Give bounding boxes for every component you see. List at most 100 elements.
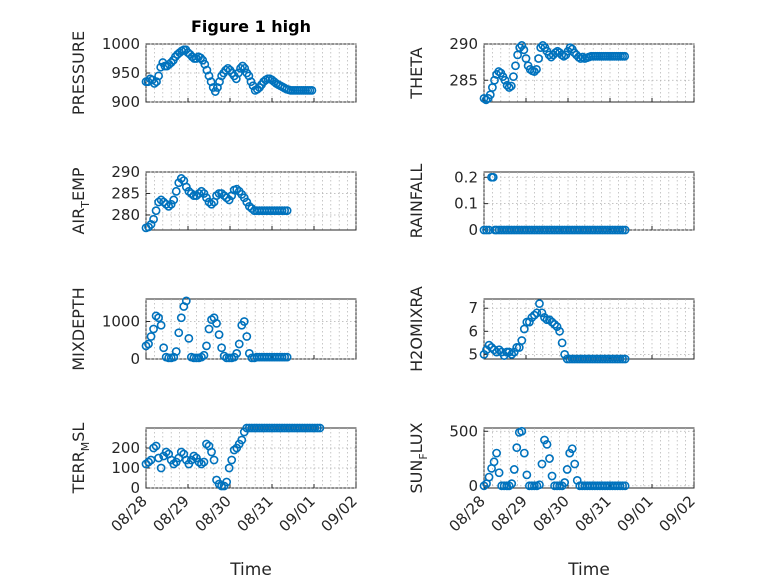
data-point: [534, 54, 543, 63]
data-point: [565, 448, 575, 458]
x-tick-label: 08/29: [488, 492, 531, 535]
data-point: [282, 206, 292, 216]
data-point: [154, 453, 163, 463]
data-point: [196, 53, 205, 63]
y-tick-label: 500: [449, 422, 478, 440]
y-tick-label: 285: [449, 71, 478, 89]
x-tick-label: 09/02: [656, 492, 699, 535]
data-point: [199, 189, 209, 198]
data-point: [489, 457, 499, 467]
data-point: [530, 310, 539, 320]
data-point: [239, 193, 249, 203]
data-point: [242, 332, 252, 341]
data-point: [479, 349, 489, 359]
y-tick-label: 285: [111, 184, 140, 202]
data-point: [500, 75, 510, 85]
x-tick-label: 09/02: [318, 492, 361, 535]
x-tick-label: 09/01: [614, 492, 657, 535]
data-point: [169, 195, 179, 205]
data-point: [519, 448, 529, 458]
data-point: [620, 481, 630, 491]
x-axis-label: Time: [567, 560, 610, 580]
y-tick-label: 290: [111, 163, 140, 181]
data-point: [146, 332, 156, 341]
data-point: [540, 313, 549, 322]
data-point: [489, 345, 499, 355]
data-point: [154, 71, 163, 81]
x-tick-label: 08/29: [150, 492, 193, 535]
x-tick-label: 08/30: [192, 492, 235, 535]
panel-rainfall: 0.2 0.1 0 RAINFALL: [407, 164, 695, 239]
data-point: [237, 435, 247, 445]
data-point: [212, 318, 221, 328]
data-point: [239, 317, 249, 326]
data-point: [151, 206, 161, 216]
data-point: [149, 79, 159, 88]
y-tick-label: 0.2: [454, 168, 478, 186]
y-tick-label: 1000: [102, 35, 140, 53]
data-point: [507, 349, 517, 359]
data-point: [199, 350, 209, 360]
data-point: [479, 481, 489, 491]
data-point: [197, 186, 206, 196]
panel-mixdepth: 1000 0 MIXDEPTH: [69, 287, 357, 371]
y-axis-label: TERRMSL: [69, 423, 92, 495]
y-tick-label: 100: [111, 459, 140, 477]
data-point: [282, 352, 292, 362]
data-point: [507, 479, 517, 489]
data-point: [524, 317, 534, 327]
data-point: [492, 448, 501, 458]
data-point: [181, 296, 191, 306]
data-point: [144, 222, 153, 232]
data-point: [156, 195, 166, 205]
data-point: [537, 459, 547, 469]
x-tick-label: 08/31: [572, 492, 615, 535]
data-point: [232, 348, 242, 358]
data-point: [222, 477, 232, 487]
data-point: [154, 197, 163, 207]
data-point: [542, 439, 552, 449]
data-point: [494, 468, 504, 478]
data-point: [232, 184, 242, 194]
data-point: [149, 324, 158, 334]
y-tick-label: 0.1: [454, 195, 478, 213]
y-tick-label: 950: [111, 64, 140, 82]
data-point: [519, 45, 529, 55]
data-point: [509, 347, 519, 357]
data-point: [315, 423, 325, 433]
data-point: [202, 341, 211, 351]
data-point: [532, 64, 541, 74]
y-tick-label: 7: [468, 299, 478, 317]
data-point: [222, 193, 232, 203]
chart-title: Figure 1 high: [191, 17, 311, 36]
y-tick-label: 280: [111, 206, 140, 224]
axes-box: [483, 298, 695, 360]
axes-box: [483, 171, 695, 231]
y-axis-label: AIRTEMP: [69, 167, 92, 234]
y-tick-label: 900: [111, 93, 140, 111]
data-point: [550, 319, 559, 329]
data-point: [176, 174, 186, 183]
x-axis-label: Time: [229, 560, 272, 580]
y-tick-label: 0: [130, 479, 140, 497]
data-point: [530, 67, 539, 76]
y-axis-label: MIXDEPTH: [69, 287, 88, 370]
x-tick-label: 09/01: [276, 492, 319, 535]
data-point: [156, 463, 166, 473]
axes-box: [145, 427, 357, 489]
data-point: [540, 435, 549, 445]
data-point: [184, 186, 194, 196]
y-tick-label: 1000: [102, 313, 140, 331]
data-point: [238, 61, 247, 71]
y-tick-label: 0: [468, 477, 478, 495]
data-point: [171, 186, 181, 196]
data-point: [236, 63, 245, 73]
data-point: [227, 455, 237, 465]
data-point: [515, 43, 525, 53]
data-point: [233, 68, 243, 78]
data-point: [184, 333, 194, 343]
data-point: [199, 457, 209, 467]
data-point: [244, 348, 254, 358]
data-point: [484, 340, 494, 350]
